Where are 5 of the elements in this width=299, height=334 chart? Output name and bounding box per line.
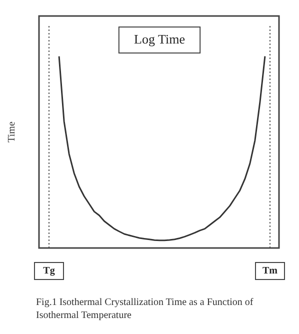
y-axis-title: Time [6,121,18,142]
x-tick-label: Tm [262,266,278,277]
x-tick-label: Tg [43,266,55,277]
chart-title: Log Time [134,31,186,46]
caption: Fig.1 Isothermal Crystallization Time as a Function of Isothermal Temperature [36,296,254,322]
